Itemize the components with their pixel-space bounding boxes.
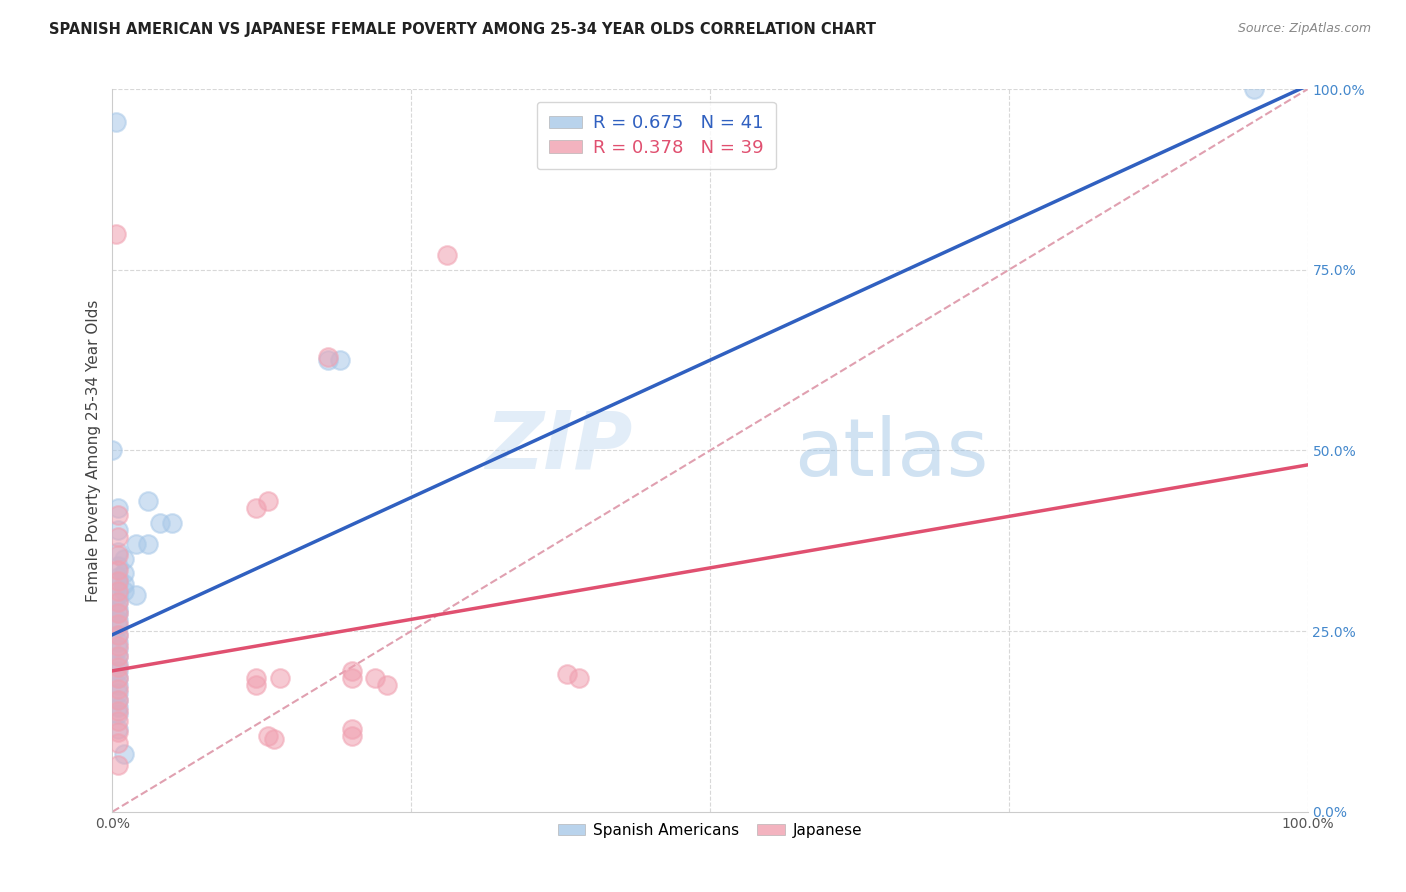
Point — [263, 732, 285, 747]
Point — [107, 642, 129, 657]
Point — [555, 667, 578, 681]
Point — [107, 606, 129, 620]
Point — [436, 248, 458, 262]
Legend: Spanish Americans, Japanese: Spanish Americans, Japanese — [551, 816, 869, 844]
Point — [107, 671, 129, 685]
Text: SPANISH AMERICAN VS JAPANESE FEMALE POVERTY AMONG 25-34 YEAR OLDS CORRELATION CH: SPANISH AMERICAN VS JAPANESE FEMALE POVE… — [49, 22, 876, 37]
Point — [162, 516, 183, 530]
Point — [107, 559, 129, 574]
Point — [107, 613, 129, 627]
Point — [114, 577, 135, 591]
Point — [107, 692, 129, 706]
Point — [114, 551, 135, 566]
Point — [107, 700, 129, 714]
Point — [329, 353, 352, 368]
Point — [107, 595, 129, 609]
Point — [138, 494, 160, 508]
Point — [245, 678, 267, 692]
Point — [107, 570, 129, 584]
Point — [245, 501, 267, 516]
Point — [257, 494, 280, 508]
Point — [114, 747, 135, 761]
Point — [257, 729, 280, 743]
Point — [316, 353, 339, 368]
Point — [107, 681, 129, 696]
Point — [138, 537, 160, 551]
Point — [107, 649, 129, 664]
Point — [107, 606, 129, 620]
Point — [107, 685, 129, 699]
Point — [107, 628, 129, 642]
Point — [107, 671, 129, 685]
Point — [107, 602, 129, 616]
Y-axis label: Female Poverty Among 25-34 Year Olds: Female Poverty Among 25-34 Year Olds — [86, 300, 101, 601]
Point — [107, 722, 129, 736]
Point — [107, 660, 129, 674]
Point — [125, 537, 148, 551]
Point — [107, 574, 129, 588]
Point — [107, 678, 129, 692]
Point — [107, 595, 129, 609]
Point — [114, 584, 135, 599]
Point — [107, 635, 129, 649]
Point — [107, 704, 129, 718]
Point — [340, 664, 363, 678]
Point — [364, 671, 387, 685]
Point — [107, 563, 129, 577]
Point — [107, 649, 129, 664]
Point — [107, 501, 129, 516]
Point — [377, 678, 399, 692]
Point — [105, 227, 128, 241]
Point — [125, 588, 148, 602]
Point — [316, 350, 339, 364]
Point — [107, 523, 129, 537]
Point — [107, 757, 129, 772]
Point — [149, 516, 172, 530]
Point — [340, 729, 363, 743]
Point — [107, 664, 129, 678]
Point — [340, 722, 363, 736]
Point — [107, 584, 129, 599]
Point — [101, 443, 124, 458]
Text: ZIP: ZIP — [485, 408, 633, 486]
Point — [107, 736, 129, 750]
Point — [107, 657, 129, 671]
Point — [107, 707, 129, 722]
Point — [107, 692, 129, 706]
Point — [340, 671, 363, 685]
Point — [568, 671, 591, 685]
Point — [107, 544, 129, 558]
Point — [107, 548, 129, 562]
Point — [107, 725, 129, 739]
Point — [107, 530, 129, 544]
Point — [1243, 82, 1265, 96]
Point — [107, 616, 129, 631]
Point — [114, 566, 135, 581]
Point — [107, 588, 129, 602]
Point — [107, 714, 129, 729]
Point — [107, 508, 129, 523]
Point — [105, 114, 128, 128]
Point — [269, 671, 291, 685]
Point — [245, 671, 267, 685]
Point — [107, 620, 129, 634]
Text: Source: ZipAtlas.com: Source: ZipAtlas.com — [1237, 22, 1371, 36]
Point — [107, 639, 129, 653]
Text: atlas: atlas — [793, 415, 988, 493]
Point — [107, 628, 129, 642]
Point — [107, 577, 129, 591]
